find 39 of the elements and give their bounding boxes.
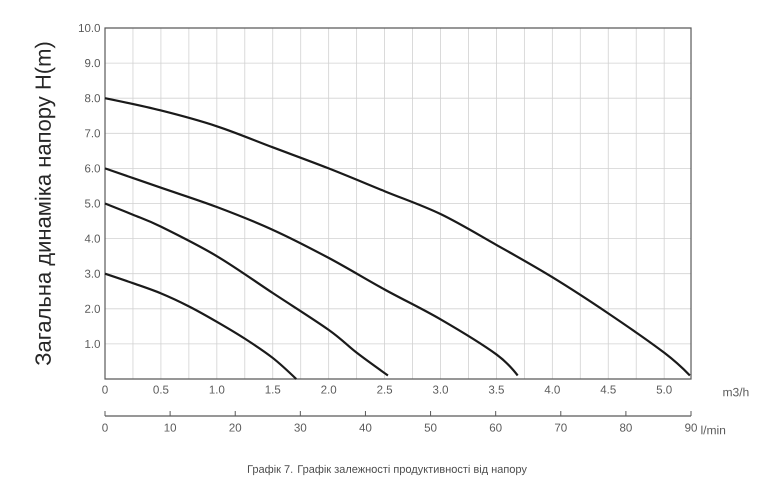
x-tick-label: 5.0: [656, 386, 672, 394]
line-series: [104, 97, 691, 377]
x2-tick-label: 50: [424, 424, 437, 432]
y-axis-title: Загальна динаміка напору H(m): [34, 42, 56, 366]
x2-tick-label: 90: [685, 424, 697, 432]
x-tick-label: 3.5: [488, 386, 504, 394]
x2-tick-label: 10: [164, 424, 176, 432]
x2-tick-label: 20: [229, 424, 242, 432]
x-tick-label: 4.0: [544, 386, 560, 394]
x2-tick-label: 0: [102, 424, 108, 432]
line-series: [104, 272, 298, 380]
x2-axis-title: l/min: [701, 426, 726, 434]
y-tick-label: 5.0: [84, 199, 100, 208]
y-tick-label: 3.0: [84, 270, 100, 278]
x2-tick-label: 30: [294, 424, 306, 432]
x-tick-label: 0.5: [153, 386, 168, 394]
x-tick-label: 4.5: [600, 386, 616, 394]
x-tick-label: 0: [102, 386, 108, 394]
x2-tick-label: 40: [359, 424, 372, 432]
x-axis-title: m3/h: [723, 388, 748, 396]
line-series: [104, 202, 390, 377]
line-series: [104, 167, 519, 377]
y-tick-label: 1.0: [85, 340, 100, 348]
x2-tick-label: 80: [620, 424, 632, 432]
y-tick-label: 8.0: [84, 94, 100, 102]
y-tick-label: 7.0: [85, 129, 100, 138]
x-tick-label: 3.0: [432, 386, 448, 394]
y-tick-label: 10.0: [78, 24, 100, 32]
y-tick-label: 4.0: [84, 234, 100, 243]
y-tick-label: 2.0: [85, 304, 100, 313]
x-tick-label: 1.5: [266, 386, 280, 394]
x2-tick-label: 60: [490, 424, 502, 432]
x-tick-label: 2.5: [377, 386, 392, 394]
y-tick-label: 6.0: [85, 164, 100, 172]
x-tick-label: 1.0: [210, 386, 224, 394]
x-tick-label: 2.0: [321, 386, 336, 394]
y-tick-label: 9.0: [85, 59, 100, 68]
x2-tick-label: 70: [554, 424, 567, 432]
text: Графік 7. Графік залежності продуктивності від напору: [248, 464, 527, 476]
